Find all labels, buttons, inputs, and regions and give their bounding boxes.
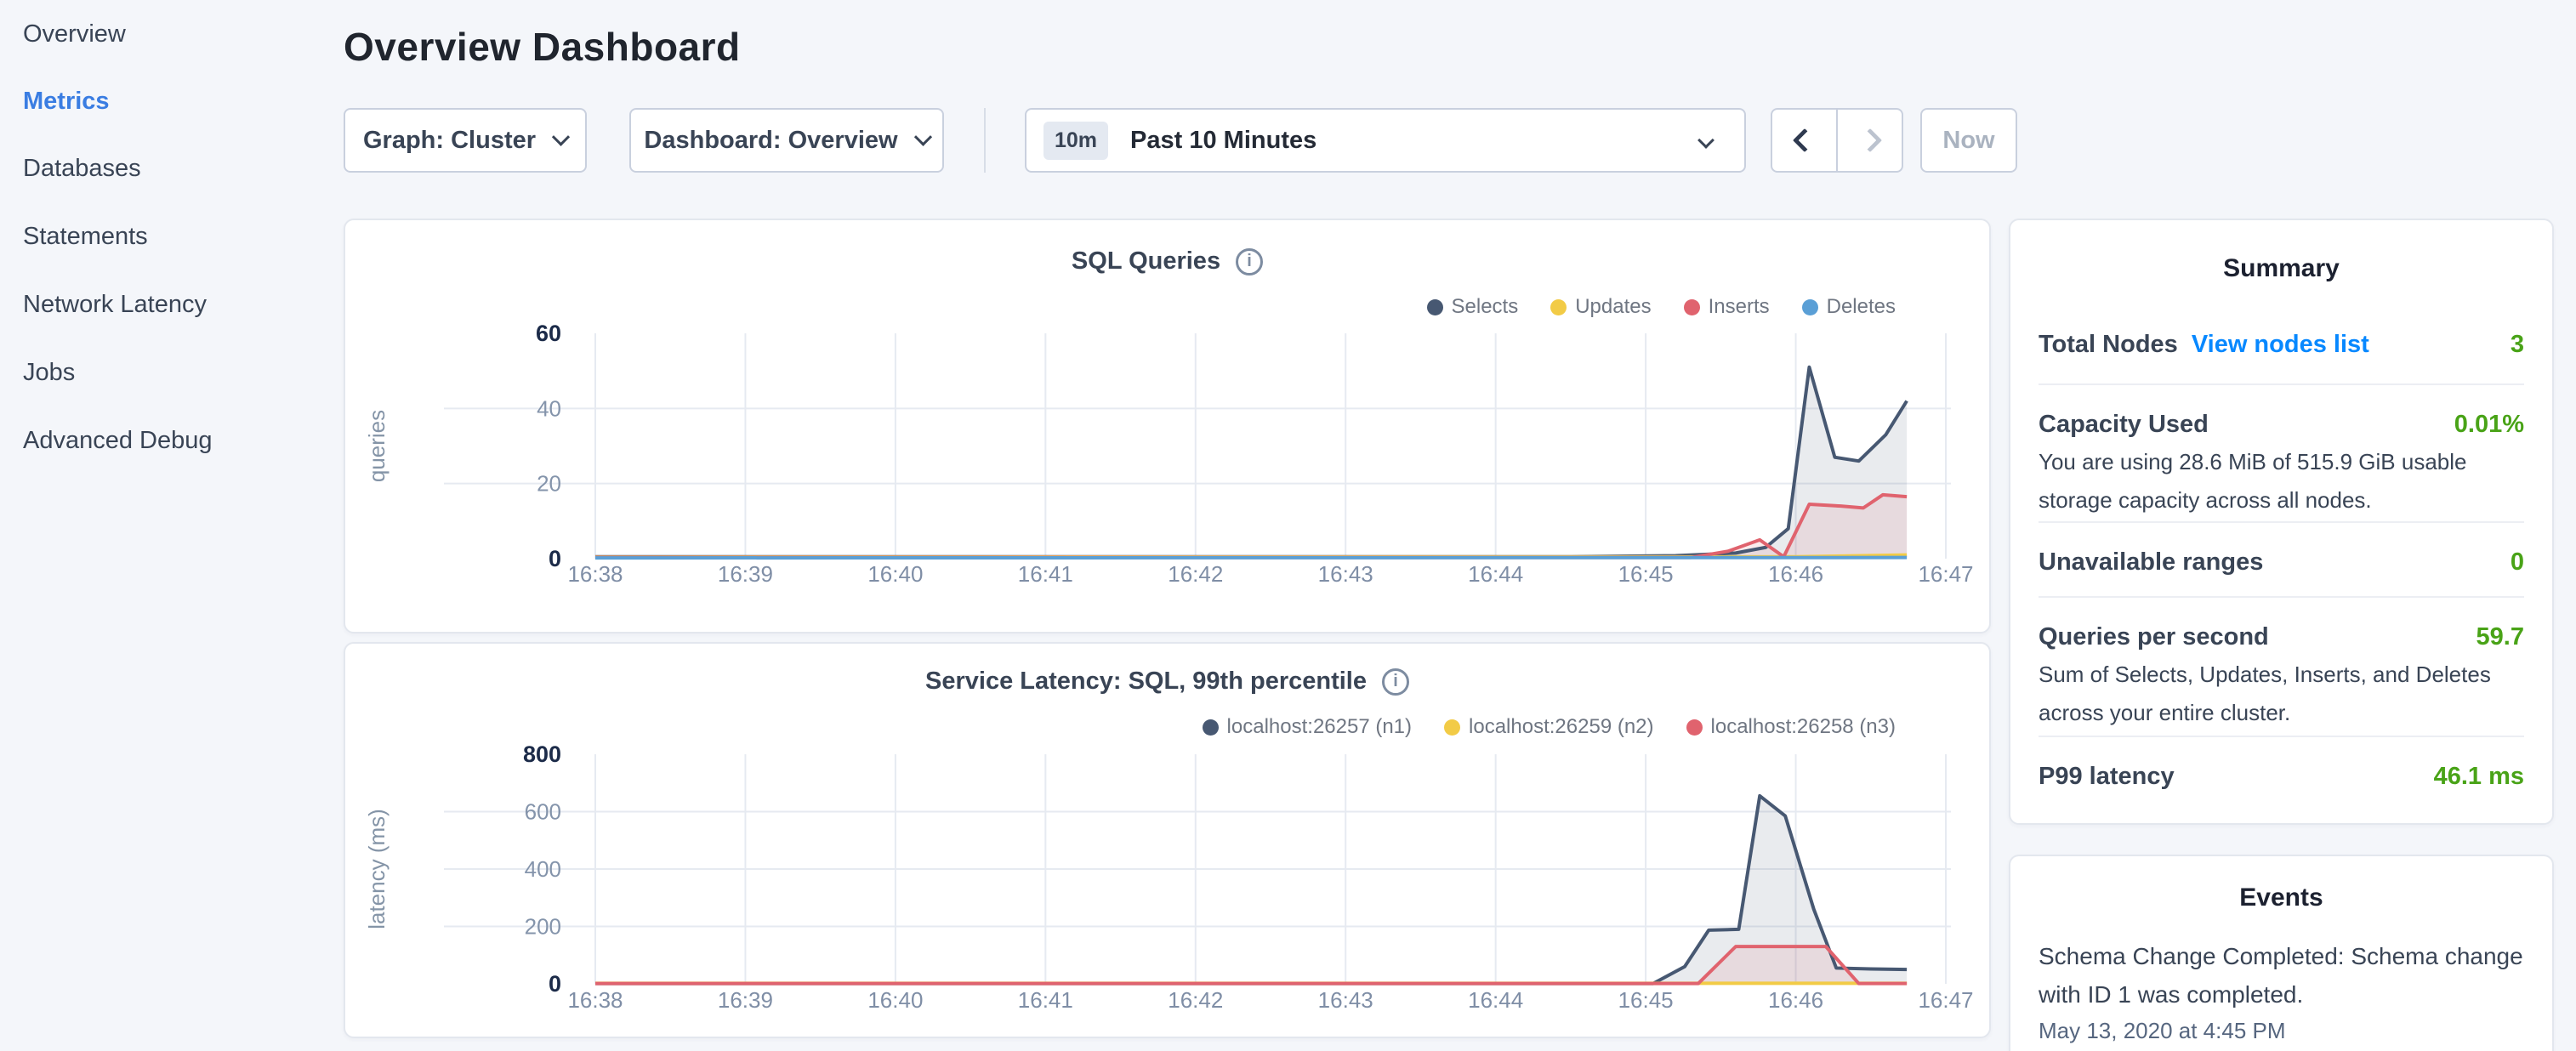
sidebar-item-databases[interactable]: Databases	[23, 153, 141, 184]
svg-text:queries: queries	[364, 410, 390, 482]
summary-title: Summary	[2010, 254, 2552, 283]
time-step-buttons	[1771, 108, 1903, 173]
svg-text:16:40: 16:40	[867, 987, 923, 1013]
divider	[2039, 736, 2524, 737]
svg-text:200: 200	[525, 914, 561, 940]
summary-row-capacity-used: Capacity Used 0.01%	[2039, 411, 2524, 439]
svg-text:800: 800	[523, 741, 561, 767]
svg-text:16:44: 16:44	[1468, 987, 1523, 1013]
total-nodes-value: 3	[2511, 331, 2524, 359]
svg-text:16:46: 16:46	[1768, 987, 1823, 1013]
capacity-used-description: You are using 28.6 MiB of 515.9 GiB usab…	[2039, 443, 2524, 520]
events-title: Events	[2010, 883, 2552, 912]
event-timestamp: May 13, 2020 at 4:45 PM	[2039, 1018, 2286, 1044]
summary-row-unavailable-ranges: Unavailable ranges 0	[2039, 548, 2524, 577]
sidebar-item-network-latency[interactable]: Network Latency	[23, 289, 207, 320]
summary-row-p99-latency: P99 latency 46.1 ms	[2039, 763, 2524, 791]
toolbar-divider	[984, 108, 986, 173]
sql-queries-plot[interactable]: 16:38 16:39 16:40 16:41 16:42 16:43 16:44 16:45…	[345, 220, 1989, 632]
sidebar-item-metrics[interactable]: Metrics	[23, 86, 110, 116]
svg-text:latency (ms): latency (ms)	[364, 809, 390, 929]
svg-text:400: 400	[525, 856, 561, 882]
summary-panel: Summary Total Nodes View nodes list 3 Ca…	[2009, 219, 2554, 825]
svg-text:16:38: 16:38	[567, 987, 623, 1013]
svg-text:16:45: 16:45	[1618, 561, 1674, 587]
svg-text:16:38: 16:38	[567, 561, 623, 587]
next-time-button[interactable]	[1836, 110, 1902, 171]
chevron-down-icon	[1697, 132, 1714, 149]
divider	[2039, 596, 2524, 598]
dashboard-label: Dashboard: Overview	[644, 127, 897, 155]
svg-text:16:47: 16:47	[1918, 987, 1973, 1013]
sidebar-item-statements[interactable]: Statements	[23, 221, 148, 252]
svg-text:0: 0	[549, 546, 561, 571]
service-latency-plot[interactable]: 16:38 16:39 16:40 16:41 16:42 16:43 16:44 16:45…	[345, 644, 1989, 1037]
svg-text:20: 20	[537, 471, 561, 497]
qps-value: 59.7	[2476, 623, 2524, 651]
svg-text:40: 40	[537, 395, 561, 421]
prev-time-button[interactable]	[1772, 110, 1836, 171]
chevron-right-icon	[1857, 128, 1881, 152]
svg-text:16:46: 16:46	[1768, 561, 1823, 587]
svg-text:16:43: 16:43	[1318, 561, 1373, 587]
dashboard-dropdown[interactable]: Dashboard: Overview	[629, 108, 944, 173]
qps-description: Sum of Selects, Updates, Inserts, and De…	[2039, 656, 2524, 732]
svg-text:16:45: 16:45	[1618, 987, 1674, 1013]
svg-text:16:42: 16:42	[1168, 987, 1223, 1013]
svg-text:60: 60	[536, 321, 561, 346]
svg-text:16:43: 16:43	[1318, 987, 1373, 1013]
summary-row-total-nodes: Total Nodes View nodes list 3	[2039, 331, 2524, 359]
sidebar-item-overview[interactable]: Overview	[23, 19, 126, 49]
divider	[2039, 383, 2524, 385]
svg-text:16:47: 16:47	[1918, 561, 1973, 587]
graph-scope-dropdown[interactable]: Graph: Cluster	[344, 108, 587, 173]
svg-text:16:42: 16:42	[1168, 561, 1223, 587]
view-nodes-list-link[interactable]: View nodes list	[2192, 331, 2369, 359]
unavailable-ranges-value: 0	[2511, 548, 2524, 577]
service-latency-chart-card: Service Latency: SQL, 99th percentile i …	[344, 642, 1991, 1038]
graph-scope-label: Graph: Cluster	[363, 127, 536, 155]
event-message[interactable]: Schema Change Completed: Schema change w…	[2039, 937, 2524, 1014]
svg-text:0: 0	[549, 971, 561, 997]
now-button[interactable]: Now	[1920, 108, 2017, 173]
time-window-badge: 10m	[1043, 122, 1108, 160]
time-window-label: Past 10 Minutes	[1130, 127, 1316, 155]
svg-text:16:41: 16:41	[1018, 987, 1073, 1013]
divider	[2039, 521, 2524, 523]
chevron-down-icon	[913, 128, 931, 145]
admin-ui-root: Overview Metrics Databases Statements Ne…	[0, 0, 2576, 1051]
svg-text:16:40: 16:40	[867, 561, 923, 587]
events-panel: Events Schema Change Completed: Schema c…	[2009, 855, 2554, 1051]
chevron-down-icon	[552, 128, 570, 145]
sidebar-item-advanced-debug[interactable]: Advanced Debug	[23, 425, 213, 456]
capacity-used-value: 0.01%	[2454, 411, 2524, 439]
svg-text:600: 600	[525, 799, 561, 825]
time-range-dropdown[interactable]: 10m Past 10 Minutes	[1025, 108, 1746, 173]
svg-text:16:39: 16:39	[718, 561, 773, 587]
page-title: Overview Dashboard	[344, 24, 741, 70]
svg-text:16:39: 16:39	[718, 987, 773, 1013]
svg-text:16:44: 16:44	[1468, 561, 1523, 587]
p99-latency-value: 46.1 ms	[2434, 763, 2524, 791]
chevron-left-icon	[1792, 128, 1816, 152]
sidebar-item-jobs[interactable]: Jobs	[23, 357, 75, 388]
summary-row-qps: Queries per second 59.7	[2039, 623, 2524, 651]
sql-queries-chart-card: SQL Queries i Selects Updates Inserts De…	[344, 219, 1991, 633]
svg-text:16:41: 16:41	[1018, 561, 1073, 587]
